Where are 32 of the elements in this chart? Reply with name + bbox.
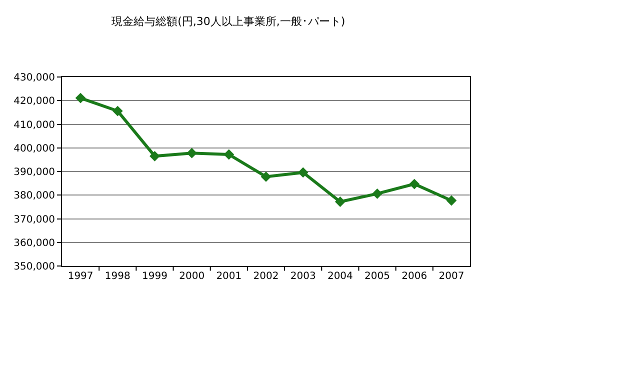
point: [150, 150, 160, 162]
y-tick-label: 400,000: [14, 143, 55, 154]
chart-title: 現金給与総額(円,30人以上事業所,一般･パート): [112, 14, 346, 28]
point: [75, 92, 86, 104]
point: [298, 167, 308, 178]
y-tick-label: 410,000: [14, 120, 55, 131]
point: [446, 195, 457, 206]
point: [112, 106, 123, 116]
point: [372, 188, 382, 199]
point: [334, 196, 346, 207]
x-tick-label: 2000: [179, 271, 205, 282]
x-tick-label: 1998: [104, 271, 130, 282]
y-tick-label: 390,000: [14, 167, 55, 178]
x-tick-label: 2005: [364, 271, 390, 282]
y-tick-label: 430,000: [14, 72, 55, 84]
point: [186, 148, 198, 158]
point: [224, 149, 234, 160]
y-tick-label: 350,000: [14, 262, 55, 272]
x-tick-label: 1997: [68, 271, 94, 282]
x-tick-label: 1999: [142, 271, 168, 282]
x-tick-label: 2006: [402, 271, 428, 282]
y-tick-label: 360,000: [14, 238, 55, 249]
x-tick-label: 2002: [253, 271, 279, 282]
x-tick-label: 2004: [327, 271, 353, 282]
x-tick-label: 2001: [216, 271, 242, 282]
x-tick-label: 2003: [290, 271, 316, 282]
point: [260, 172, 272, 182]
y-tick-label: 370,000: [14, 214, 55, 226]
y-tick-label: 420,000: [14, 96, 55, 108]
x-tick-label: 2007: [438, 271, 464, 282]
y-tick-label: 380,000: [14, 190, 55, 202]
point: [409, 178, 420, 190]
